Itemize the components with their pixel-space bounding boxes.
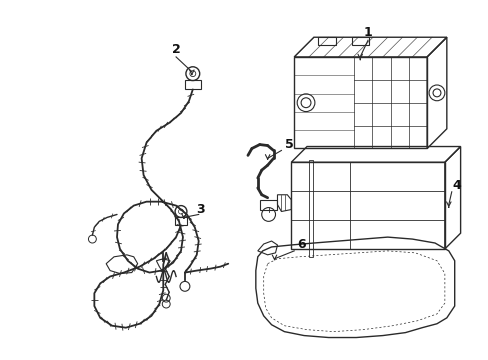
Text: 3: 3 — [196, 203, 204, 216]
Bar — [318, 37, 335, 45]
Text: 2: 2 — [171, 42, 180, 55]
Text: 5: 5 — [285, 138, 293, 151]
Bar — [259, 200, 277, 210]
Bar — [184, 80, 200, 89]
Text: 1: 1 — [363, 26, 372, 39]
Bar — [351, 37, 368, 45]
Text: 6: 6 — [296, 238, 305, 252]
Bar — [175, 217, 186, 225]
Text: 4: 4 — [451, 179, 460, 192]
